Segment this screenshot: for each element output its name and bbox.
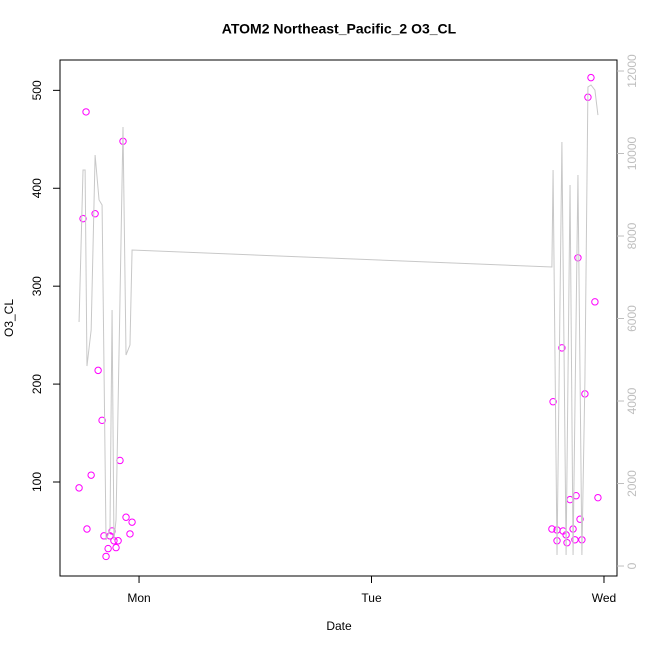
y-tick-label: 500 xyxy=(30,80,44,100)
data-point xyxy=(563,539,571,547)
y-tick-label: 200 xyxy=(30,374,44,394)
x-axis-label: Date xyxy=(326,619,352,633)
data-point xyxy=(591,298,599,306)
data-point xyxy=(558,344,566,352)
y-tick-label: 100 xyxy=(30,472,44,492)
data-point xyxy=(98,416,106,425)
data-point xyxy=(114,537,122,545)
chart-title: ATOM2 Northeast_Pacific_2 O3_CL xyxy=(222,21,457,37)
data-point xyxy=(104,544,112,553)
data-point xyxy=(87,471,95,479)
data-point xyxy=(128,518,136,526)
data-point xyxy=(574,254,582,262)
plot-frame xyxy=(59,59,618,577)
data-point xyxy=(576,515,584,523)
x-tick-label: Tue xyxy=(361,591,382,605)
data-point xyxy=(594,493,602,502)
y2-tick-label: 12000 xyxy=(625,54,639,88)
x-tick-label: Mon xyxy=(127,591,150,605)
data-point xyxy=(106,532,114,540)
data-point xyxy=(102,552,110,561)
data-point xyxy=(571,536,579,544)
data-point xyxy=(75,484,83,492)
data-point xyxy=(112,543,120,552)
x-tick-label: Wed xyxy=(592,591,616,605)
y2-tick-label: 8000 xyxy=(625,222,639,249)
y-axis-label: O3_CL xyxy=(2,299,16,337)
data-point xyxy=(79,214,87,223)
data-point xyxy=(548,525,556,533)
y-tick-label: 400 xyxy=(30,178,44,198)
data-point xyxy=(126,530,134,538)
y-tick-label: 300 xyxy=(30,276,44,296)
y2-tick-label: 10000 xyxy=(625,137,639,171)
data-point xyxy=(122,513,130,521)
y2-tick-label: 0 xyxy=(625,562,639,569)
y2-tick-label: 4000 xyxy=(625,387,639,414)
data-point xyxy=(94,366,102,375)
data-point xyxy=(587,73,595,82)
data-point xyxy=(83,525,91,533)
data-point xyxy=(549,398,557,406)
y2-tick-label: 2000 xyxy=(625,470,639,497)
data-point xyxy=(91,210,99,218)
data-line xyxy=(78,84,599,556)
data-point xyxy=(82,108,90,116)
y2-tick-label: 6000 xyxy=(625,305,639,332)
data-point xyxy=(116,456,124,465)
